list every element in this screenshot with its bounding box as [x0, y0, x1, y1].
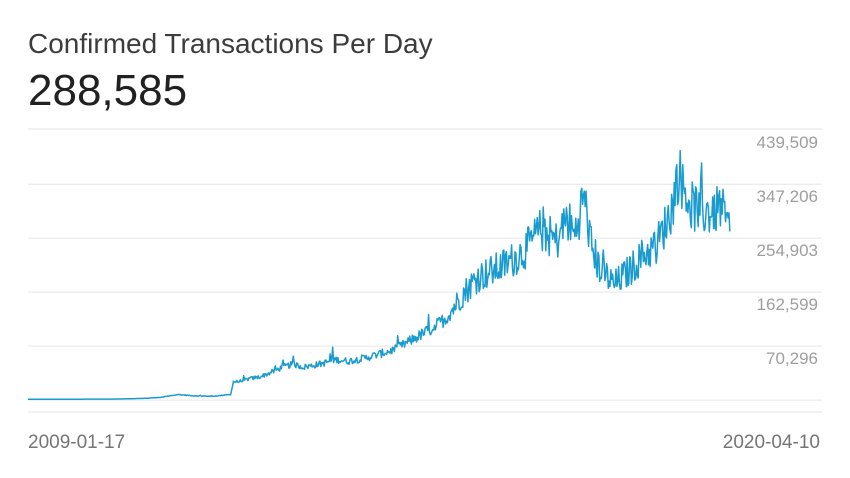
y-axis-labels: 439,509 347,206 254,903 162,599 70,296 [757, 133, 818, 368]
grid-lines [28, 128, 822, 413]
y-tick-label: 347,206 [757, 187, 818, 206]
y-tick-label: 70,296 [766, 349, 818, 368]
current-value: 288,585 [28, 66, 188, 115]
chart-title: Confirmed Transactions Per Day [28, 28, 433, 59]
y-tick-label: 254,903 [757, 241, 818, 260]
y-tick-label: 439,509 [757, 133, 818, 152]
y-tick-label: 162,599 [757, 295, 818, 314]
x-tick-label-end: 2020-04-10 [722, 432, 820, 453]
x-tick-label-start: 2009-01-17 [28, 432, 126, 453]
series-line [28, 149, 731, 400]
